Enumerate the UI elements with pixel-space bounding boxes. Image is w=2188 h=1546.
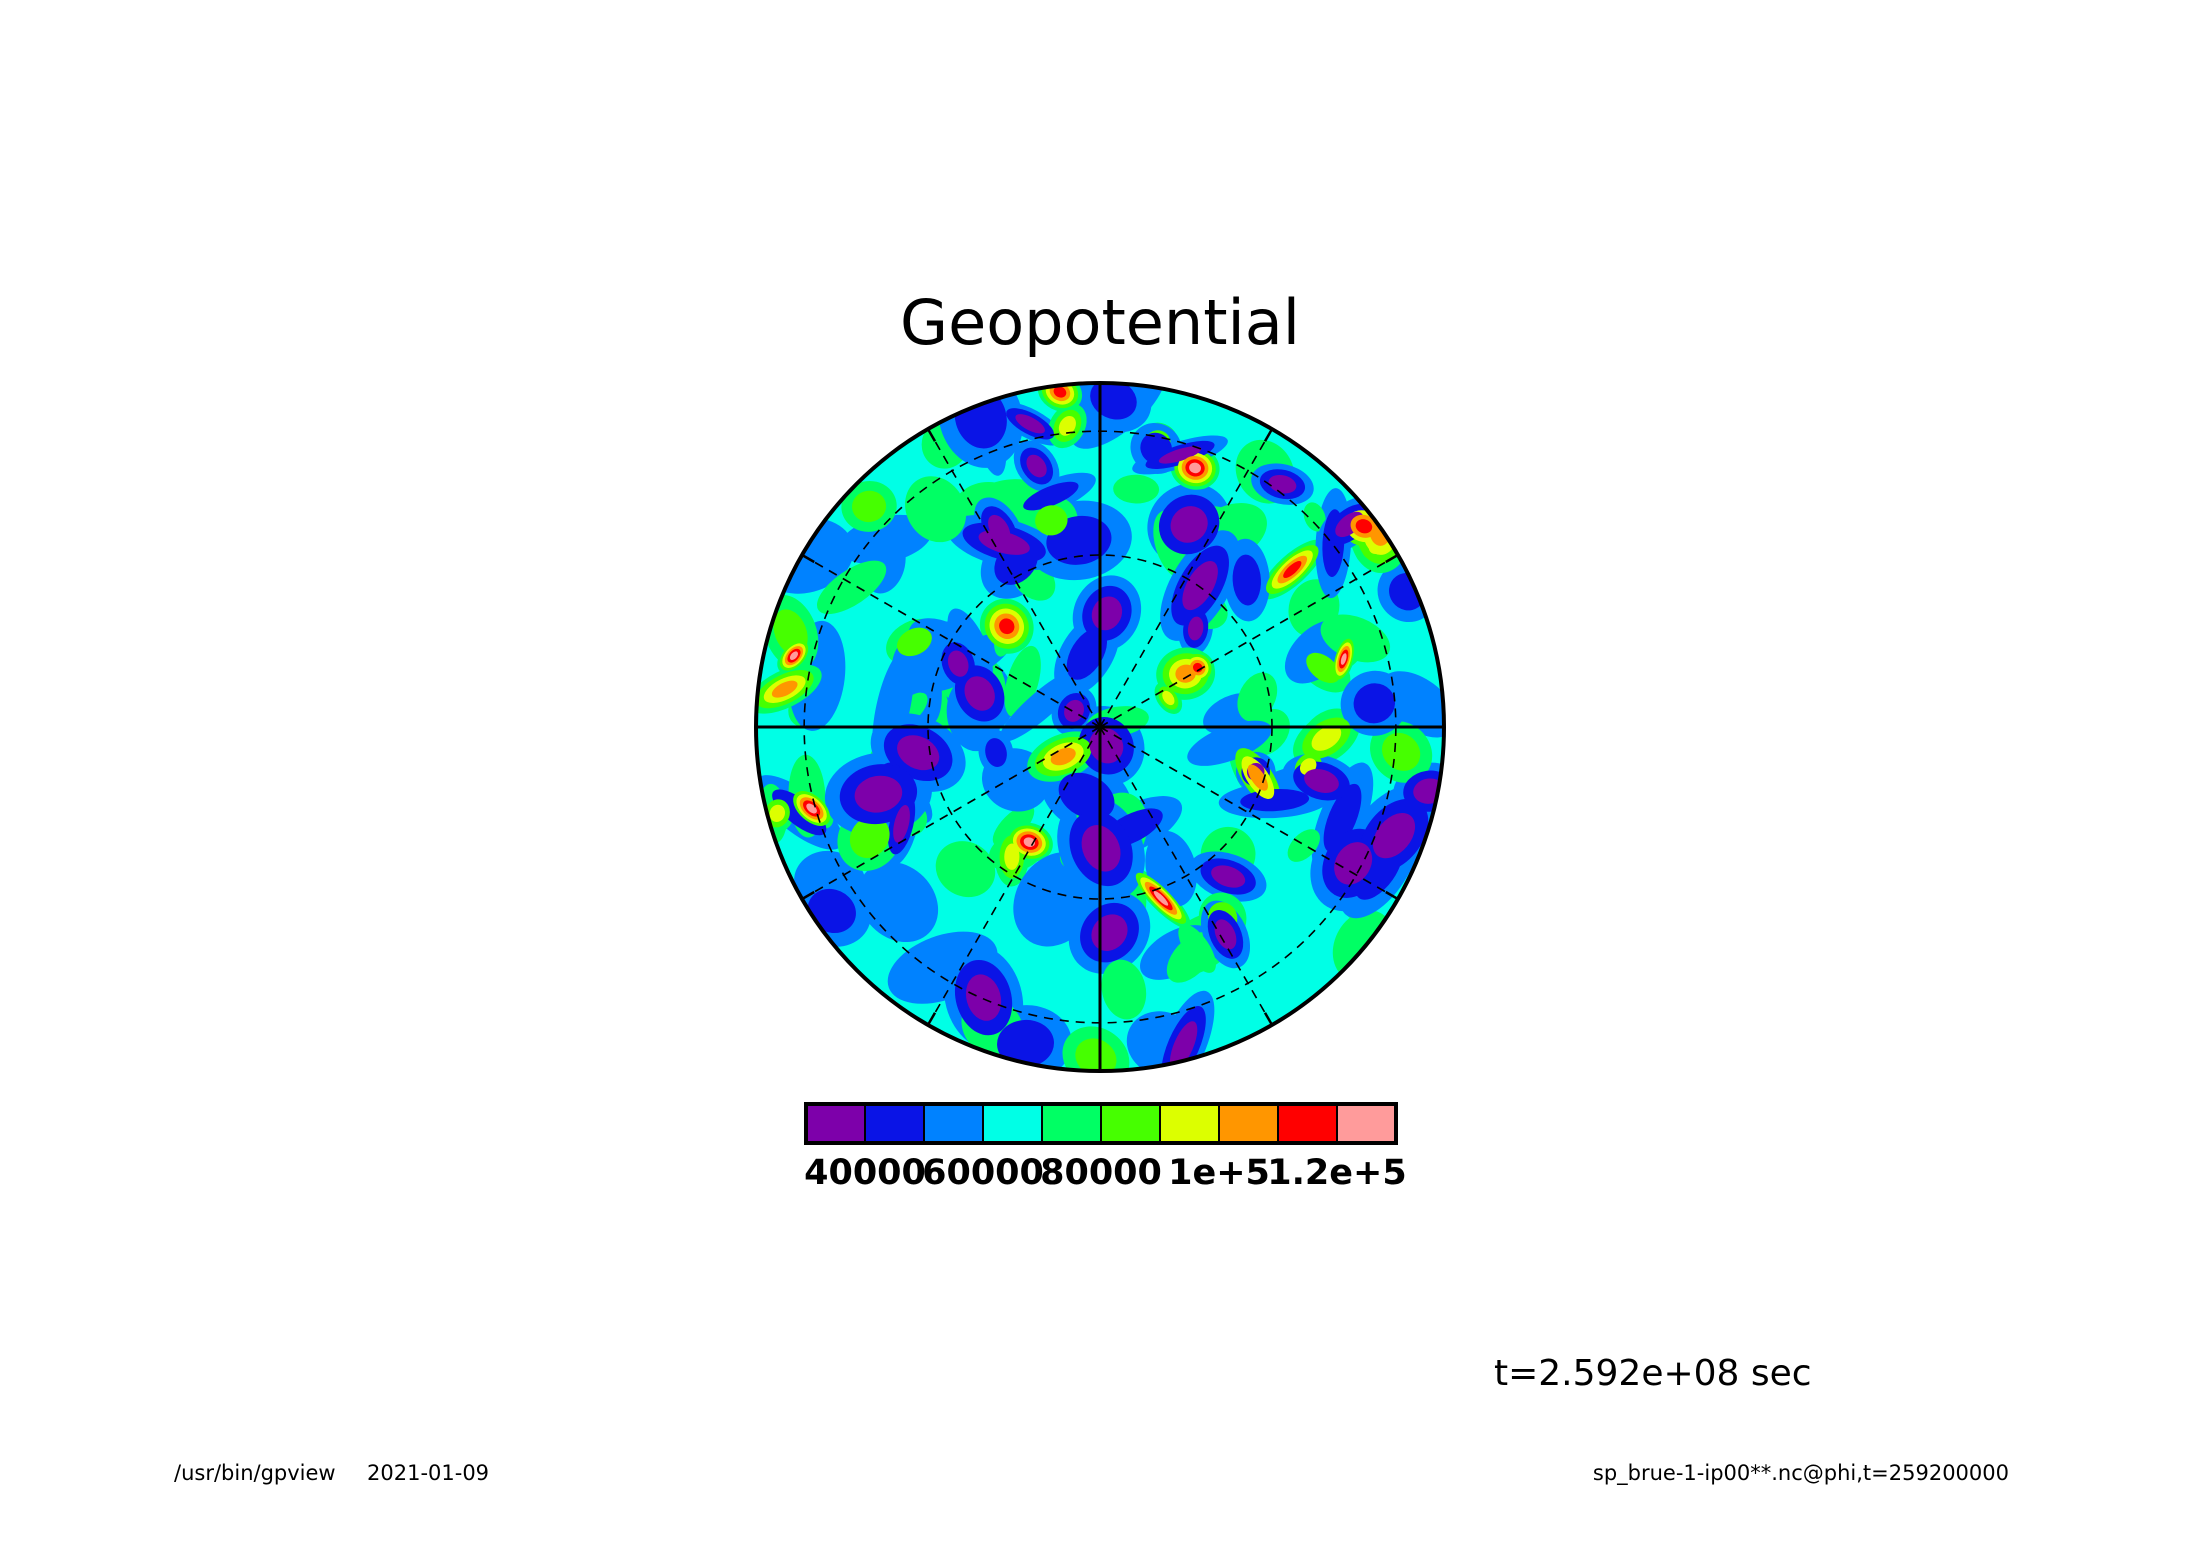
rim-tick — [1385, 553, 1399, 564]
contour-blob — [893, 805, 910, 843]
contour-blob — [1304, 768, 1339, 793]
contour-blob — [849, 816, 890, 858]
rim-tick — [801, 890, 815, 901]
contour-blob — [1372, 813, 1416, 859]
contour-blob — [999, 668, 1083, 743]
contour-blob — [1353, 683, 1396, 724]
contour-blob — [978, 530, 1030, 555]
contour-blob — [1075, 1038, 1117, 1071]
contour-blob — [807, 888, 856, 934]
contour-blob — [999, 618, 1015, 635]
contour-blob — [1175, 664, 1196, 683]
contour-blob — [1189, 462, 1201, 474]
contour-blob — [1182, 561, 1218, 611]
rim-tick — [1263, 428, 1274, 442]
contour-blob — [965, 974, 1002, 1021]
contour-blob — [997, 1019, 1054, 1068]
colorbar-swatch — [864, 1103, 925, 1144]
contour-blob — [896, 627, 932, 657]
colorbar-tick-label: 60000 — [922, 1153, 1044, 1193]
rim-tick — [926, 1012, 937, 1026]
rim-tick — [926, 428, 937, 442]
contour-blob — [1162, 690, 1175, 706]
contour-blob — [1306, 652, 1340, 684]
contour-field — [756, 383, 1444, 1071]
contour-blob — [1214, 919, 1237, 950]
rim-tick — [1263, 1012, 1274, 1026]
contour-blob — [1153, 891, 1169, 906]
contour-blob — [1004, 843, 1020, 870]
contour-blob — [1053, 386, 1067, 398]
contour-blob — [1283, 561, 1302, 579]
chart-title: Geopotential — [900, 286, 1300, 359]
contour-blob — [816, 560, 887, 615]
colorbar-swatch — [1336, 1103, 1397, 1144]
contour-blob — [1023, 481, 1079, 511]
contour-blob — [858, 861, 939, 943]
rim-tick — [801, 553, 815, 564]
colorbar-swatch — [1100, 1103, 1161, 1144]
colorbar-swatch — [1041, 1103, 1102, 1144]
contour-blob — [1090, 383, 1137, 420]
contour-blob — [1015, 414, 1045, 434]
contour-blob — [789, 651, 799, 660]
contour-blob — [1237, 672, 1278, 722]
contour-blob — [935, 841, 996, 898]
colorbar-swatch — [805, 1103, 866, 1144]
map-grid — [754, 381, 1446, 1073]
annotation: t=2.592e+08 sec — [1494, 1353, 1812, 1394]
colorbar-swatch — [982, 1103, 1043, 1144]
colorbar-swatch — [1159, 1103, 1220, 1144]
contour-blob — [1311, 725, 1342, 751]
contour-blob — [771, 680, 798, 698]
contour-blob — [1113, 474, 1160, 504]
contour-blob — [985, 738, 1007, 767]
contour-blob — [1035, 505, 1068, 536]
contour-blob — [1247, 764, 1268, 791]
contour-blob — [1187, 720, 1272, 766]
contour-blob — [1268, 474, 1297, 494]
contour-blob — [897, 735, 940, 771]
contour-blob — [1187, 616, 1204, 641]
contour-blob — [852, 490, 887, 523]
contour-blob — [1211, 865, 1246, 888]
contour-blob — [769, 804, 786, 823]
contour-blob — [1101, 959, 1147, 1020]
footer-date: 2021-01-09 — [367, 1461, 489, 1485]
contour-blob — [1158, 446, 1202, 464]
contour-blob — [1026, 454, 1047, 478]
colorbar-tick-label: 1.2e+5 — [1267, 1153, 1406, 1193]
contour-blob — [1334, 842, 1373, 885]
contour-blob — [1064, 699, 1085, 722]
footer-right: sp_brue-1-ip00**.nc@phi,t=259200000 — [1593, 1461, 2009, 1486]
contour-blob — [947, 650, 969, 677]
contour-blob — [1089, 728, 1124, 764]
footer-left: /usr/bin/gpview — [174, 1461, 336, 1485]
contour-blob — [854, 775, 903, 813]
contour-blob — [1355, 519, 1373, 534]
colorbar-tick-label: 40000 — [804, 1153, 926, 1193]
contour-blob — [1066, 628, 1108, 680]
contour-blob — [1303, 502, 1326, 532]
colorbar-swatch — [1277, 1103, 1338, 1144]
colorbar-swatch — [923, 1103, 984, 1144]
contour-blob — [964, 676, 995, 711]
contour-blob — [1169, 1021, 1198, 1070]
contour-blob — [1170, 506, 1208, 543]
rim-tick — [1385, 890, 1399, 901]
colorbar-tick-label: 1e+5 — [1168, 1153, 1270, 1193]
map-frame — [754, 381, 1446, 1073]
contour-blob — [1232, 554, 1261, 606]
contour-blob — [1340, 653, 1347, 665]
contour-blob — [1381, 732, 1421, 771]
colorbar-tick-label: 80000 — [1040, 1153, 1162, 1193]
contour-blob — [1323, 783, 1362, 853]
contour-blob — [1058, 415, 1076, 436]
contour-blob — [1178, 924, 1216, 973]
colorbar-swatch — [1218, 1103, 1279, 1144]
contour-blob — [1287, 829, 1320, 862]
